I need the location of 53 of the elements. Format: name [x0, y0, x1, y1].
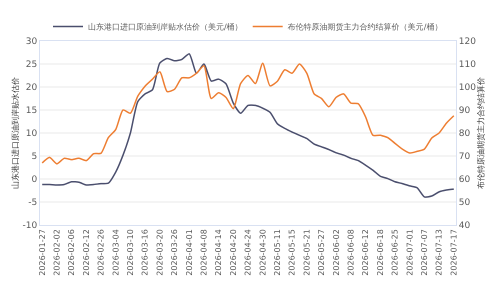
x-tick-label: 2026-06-08 — [346, 229, 356, 276]
x-tick-label: 2026-02-06 — [67, 229, 76, 276]
y-tick-label: 0 — [31, 175, 38, 186]
y-axis-title: 山东港口进口原油到岸贴水估价 — [11, 77, 20, 189]
x-tick-label: 2026-05-15 — [288, 229, 297, 276]
y-tick-label: 30 — [26, 37, 38, 48]
x-tick-label: 2026-05-11 — [273, 229, 282, 276]
y2-tick-label: 70 — [458, 152, 471, 162]
x-tick-label: 2026-06-18 — [376, 229, 385, 276]
y2-tick-label: 40 — [458, 221, 471, 232]
y-tick-label: 5 — [31, 152, 38, 162]
y-tick-label: 10 — [26, 129, 38, 140]
x-tick-label: 2026-04-24 — [244, 229, 253, 276]
y-tick-label: -5 — [28, 198, 38, 208]
x-tick-label: 2026-02-12 — [82, 229, 91, 276]
y2-tick-label: 80 — [458, 129, 471, 140]
x-tick-label: 2026-01-27 — [38, 229, 47, 276]
x-tick-label: 2026-02-26 — [96, 229, 106, 276]
x-tick-label: 2026-03-16 — [140, 229, 150, 276]
x-tick-label: 2026-07-07 — [420, 229, 429, 276]
x-tick-label: 2026-06-25 — [390, 229, 400, 276]
legend-label: 山东港口进口原油到岸贴水估价（美元/桶） — [88, 22, 243, 32]
x-tick-label: 2026-02-02 — [52, 229, 62, 276]
y-tick-label: 25 — [26, 60, 38, 70]
y2-tick-label: 110 — [458, 60, 476, 70]
x-tick-label: 2026-04-01 — [184, 229, 194, 276]
y2-tick-label: 120 — [458, 37, 476, 48]
y-tick-label: -10 — [22, 221, 38, 232]
x-tick-label: 2026-07-17 — [449, 229, 458, 276]
x-tick-label: 2026-03-20 — [155, 229, 164, 276]
x-tick-label: 2026-07-13 — [434, 229, 444, 276]
y2-tick-label: 50 — [458, 198, 471, 208]
y2-tick-label: 100 — [458, 83, 476, 94]
x-tick-label: 2026-06-12 — [361, 229, 370, 276]
y2-tick-label: 90 — [458, 106, 471, 116]
x-tick-label: 2026-03-26 — [170, 229, 180, 276]
x-tick-label: 2026-07-01 — [405, 229, 414, 276]
line-series — [41, 62, 455, 165]
x-tick-label: 2026-03-10 — [126, 229, 135, 276]
x-tick-label: 2026-04-08 — [200, 229, 208, 276]
y-tick-label: 20 — [26, 83, 38, 94]
x-tick-label: 2026-03-04 — [111, 229, 120, 276]
y2-axis-title: 布伦特原油期货主力合约结算价 — [476, 77, 486, 189]
line-series — [41, 53, 455, 198]
x-tick-label: 2026-05-21 — [302, 229, 312, 276]
x-tick-label: 2026-04-20 — [228, 229, 238, 276]
y2-tick-label: 60 — [458, 175, 471, 186]
legend-label: 布伦特原油期货主力合约结算价（美元/桶） — [288, 22, 442, 32]
x-tick-label: 2026-06-02 — [332, 229, 341, 276]
x-tick-label: 2026-05-27 — [317, 229, 326, 276]
x-tick-label: 2026-04-14 — [214, 229, 224, 276]
x-tick-label: 2026-04-30 — [258, 229, 268, 276]
y-tick-label: 15 — [26, 106, 38, 116]
